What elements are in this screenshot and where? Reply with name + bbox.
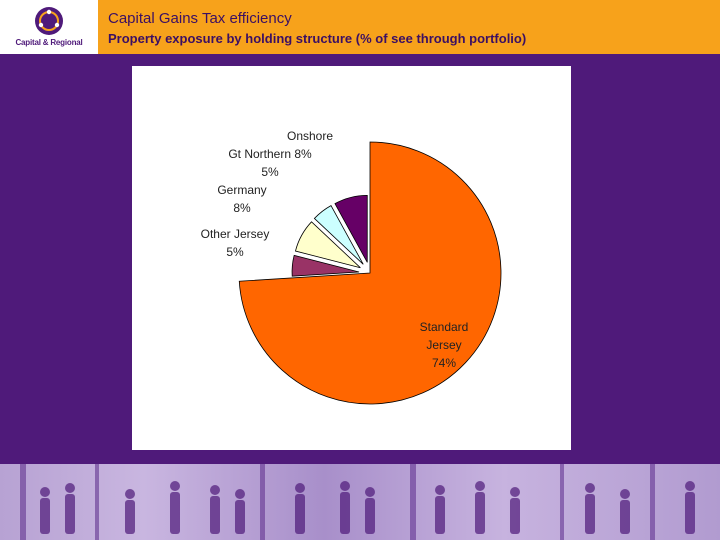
header-bar: Capital & Regional Capital Gains Tax eff… bbox=[0, 0, 720, 54]
pie-slice bbox=[294, 221, 361, 269]
footer-photo-strip bbox=[0, 464, 720, 540]
pie-slice bbox=[238, 141, 502, 405]
slice-label: Gt Northern 8% 5% bbox=[228, 147, 312, 179]
pie-slice bbox=[313, 205, 364, 265]
slide-subtitle: Property exposure by holding structure (… bbox=[108, 31, 527, 46]
pie-chart: Standard Jersey 74% Other Jersey 5% Germany 8%… bbox=[201, 129, 502, 405]
slice-label: Standard Jersey 74% bbox=[420, 320, 469, 370]
logo-text: Capital & Regional bbox=[15, 38, 83, 47]
logo-emblem-icon bbox=[35, 7, 63, 35]
slice-label: Other Jersey 5% bbox=[201, 227, 270, 259]
slice-label: Onshore bbox=[287, 129, 333, 143]
pie-slice bbox=[334, 194, 368, 263]
pie-slice bbox=[291, 254, 360, 277]
footer-people-silhouettes bbox=[20, 464, 695, 540]
slice-label: Germany 8% bbox=[217, 183, 266, 215]
company-logo: Capital & Regional bbox=[0, 0, 98, 54]
chart-panel: Standard Jersey 74% Other Jersey 5% Germany 8%… bbox=[132, 66, 571, 450]
slide-title: Capital Gains Tax efficiency bbox=[108, 10, 292, 27]
